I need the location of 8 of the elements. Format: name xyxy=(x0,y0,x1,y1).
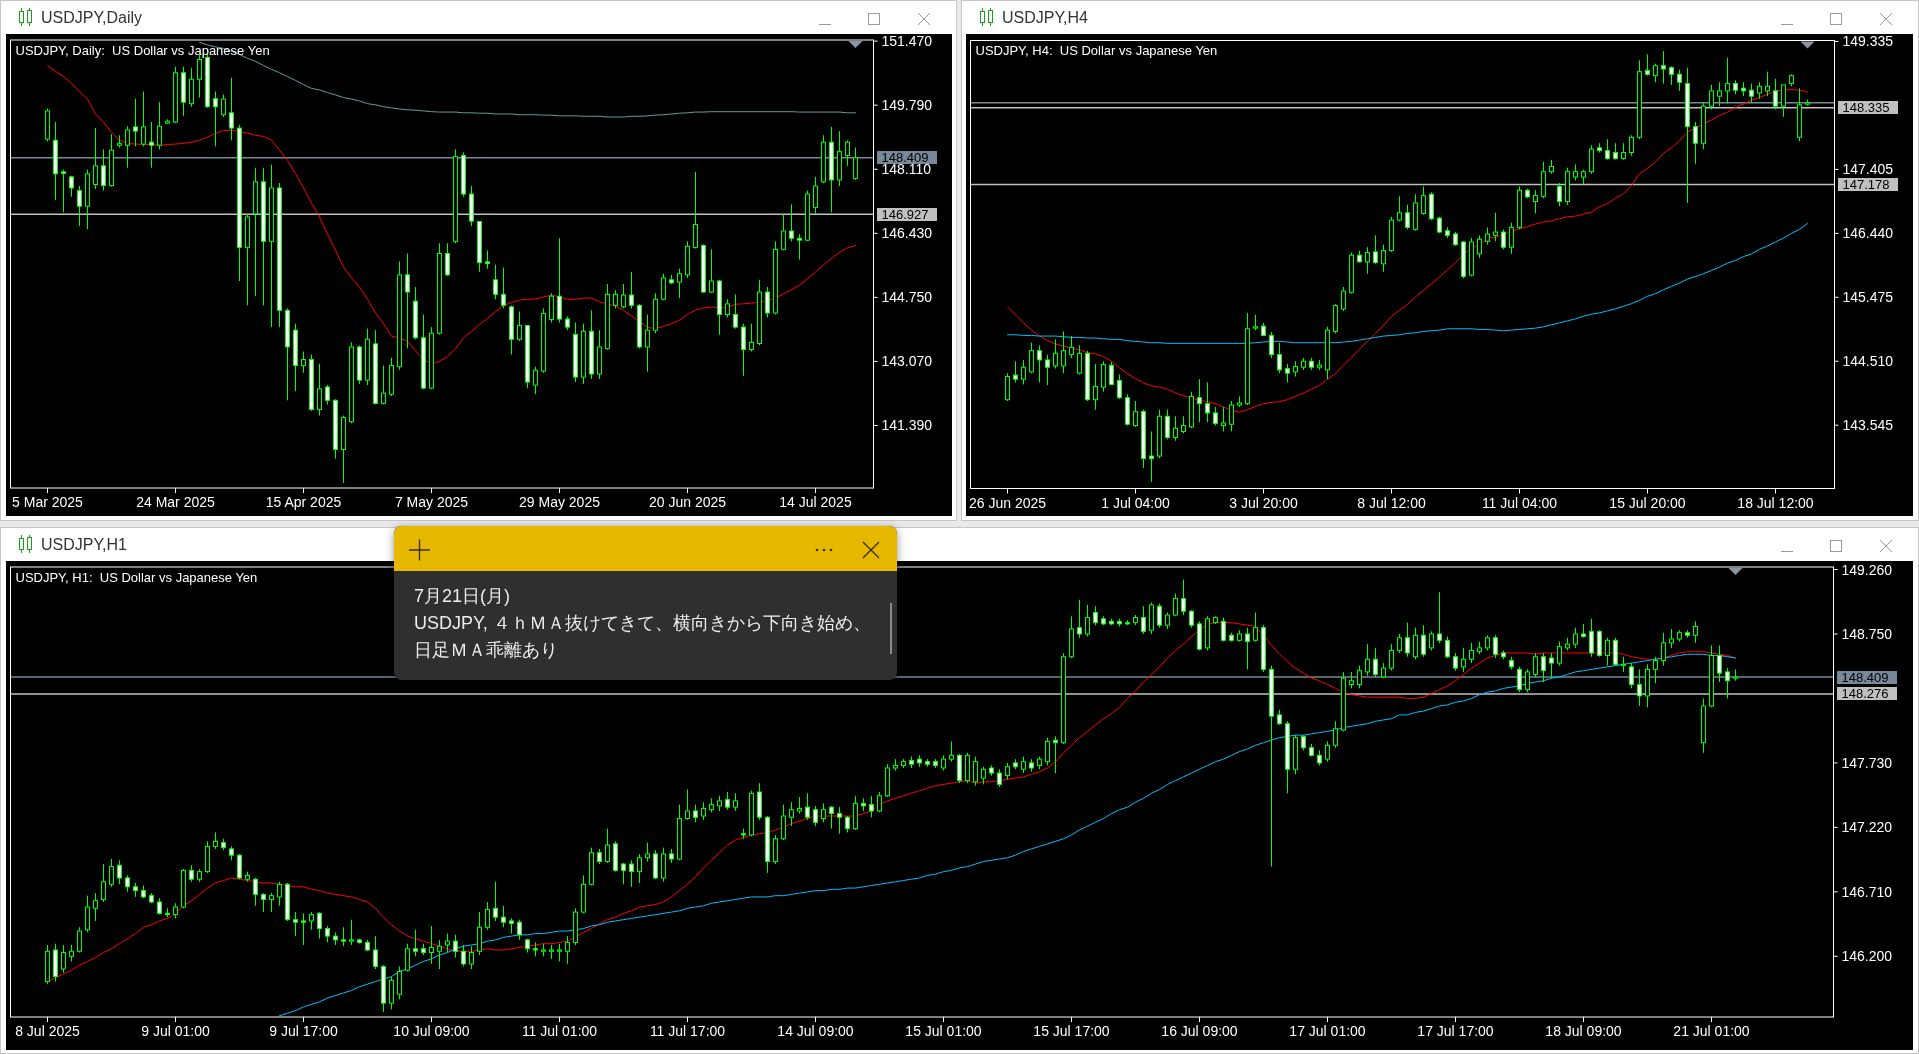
subtitle: USDJPY, H1: US Dollar vs Japanese Yen xyxy=(15,569,258,585)
annotation: USDJPY, ４ｈＭＡ抜けてきて、横向きから下向き始め、日足ＭＡ乖離あり xyxy=(414,612,872,662)
title: USDJPY,H1 xyxy=(41,535,127,553)
title: USDJPY,Daily xyxy=(41,8,143,26)
annotation: 7月21日(月) xyxy=(414,585,512,608)
subtitle: USDJPY, Daily: US Dollar vs Japanese Yen xyxy=(15,42,270,58)
subtitle: USDJPY, H4: US Dollar vs Japanese Yen xyxy=(975,43,1218,58)
title: USDJPY,H4 xyxy=(1002,8,1088,26)
